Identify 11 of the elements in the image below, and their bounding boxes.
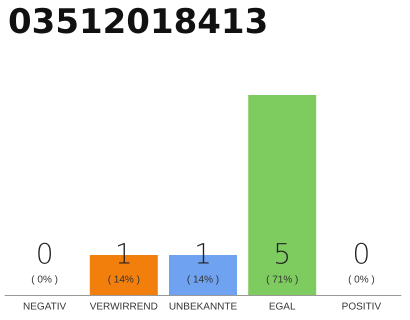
x-tick-label: EGAL: [268, 302, 296, 312]
data-label: 0 ( 0% ): [31, 238, 58, 286]
x-tick-label: UNBEKANNTE: [168, 302, 238, 312]
data-label: 0 ( 0% ): [348, 238, 375, 286]
chart-title: 03512018413: [8, 2, 268, 42]
data-label: 5 ( 71% ): [266, 238, 298, 286]
x-tick-label: NEGATIV: [23, 302, 67, 312]
x-tick-label: VERWIRREND: [90, 302, 158, 312]
data-label: 1 ( 14% ): [108, 238, 140, 286]
data-label: 1 ( 14% ): [186, 238, 220, 286]
x-tick-label: POSITIV: [342, 302, 382, 312]
